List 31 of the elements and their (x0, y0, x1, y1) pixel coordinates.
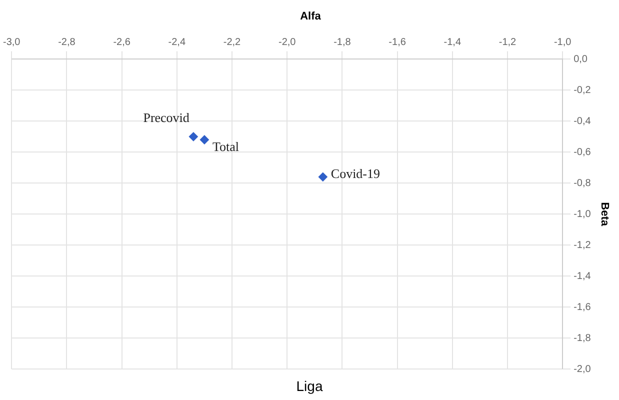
y-tick-label: -1,8 (574, 332, 592, 344)
y-tick-label: -1,0 (574, 208, 592, 220)
chart-title: Alfa (300, 10, 322, 23)
x-tick-label: -1,4 (444, 36, 462, 48)
x-tick-label: -3,0 (3, 36, 21, 48)
annotation: Precovid (143, 110, 190, 126)
y-tick-label: -2,0 (574, 364, 592, 375)
x-tick-label: -1,0 (554, 36, 572, 48)
x-tick-label: -1,8 (334, 36, 352, 48)
y-tick-label: -0,2 (574, 84, 592, 96)
x-tick-label: -2,6 (113, 36, 131, 48)
point (188, 132, 198, 142)
y-tick-label: 0,0 (574, 54, 588, 65)
text: Liga (295, 378, 324, 396)
x-tick-label: -1,6 (388, 36, 406, 48)
x-tick-label: -2,4 (168, 36, 186, 48)
y-tick-label: -1,6 (574, 302, 592, 313)
y-tick-label: -1,2 (574, 240, 592, 251)
point (200, 135, 209, 144)
y-tick-label: -0,6 (574, 146, 592, 158)
x-tick-label: -2,8 (58, 36, 76, 48)
y-tick-label: -0,4 (574, 116, 592, 127)
annotation: Total (212, 139, 240, 154)
x-tick-label: -1,2 (498, 36, 517, 48)
x-tick-label: -2,0 (278, 36, 296, 48)
y-tick-label: -1,4 (574, 270, 592, 282)
annotation: Covid-19 (330, 166, 380, 181)
y-tick-label: -0,8 (574, 178, 592, 189)
x-tick-label: -2,2 (223, 36, 242, 48)
y-axis-title: Beta (598, 202, 610, 227)
point (318, 172, 328, 182)
